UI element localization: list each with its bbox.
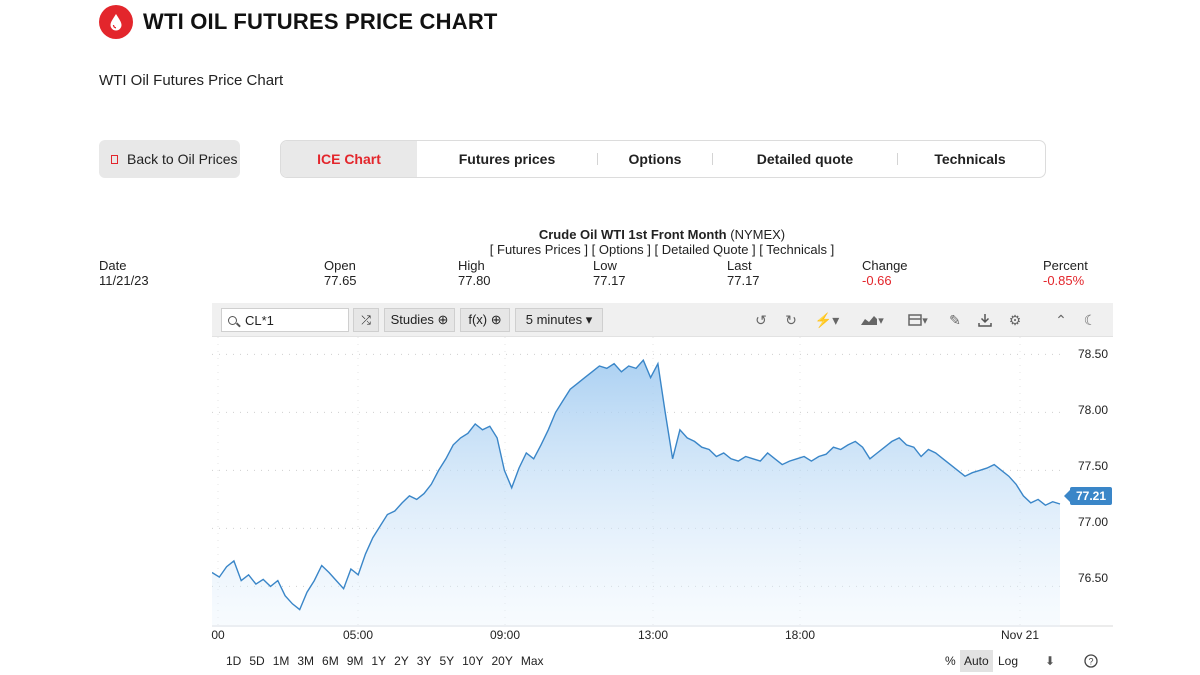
tab-divider: [897, 153, 898, 165]
compare-button[interactable]: ⤮: [353, 308, 379, 332]
compare-icon: ⤮: [361, 312, 371, 327]
back-icon: [111, 154, 118, 164]
range-6m-button[interactable]: 6M: [322, 654, 339, 668]
tab-detailed-quote[interactable]: Detailed quote: [756, 151, 854, 167]
page-header: WTI OIL FUTURES PRICE CHART: [99, 5, 498, 39]
gear-icon[interactable]: ⚙: [1008, 311, 1022, 328]
range-1d-button[interactable]: 1D: [226, 654, 242, 668]
stat-high: High 77.80: [458, 258, 491, 288]
tab-divider: [597, 153, 598, 165]
symbol-search-input[interactable]: CL*1: [221, 308, 349, 332]
stat-last: Last 77.17: [727, 258, 760, 288]
stat-label: Percent: [1043, 258, 1088, 273]
range-10y-button[interactable]: 10Y: [462, 654, 484, 668]
price-series-line: [212, 358, 1061, 611]
chart-type-icon[interactable]: ▾: [856, 311, 888, 329]
dark-mode-icon[interactable]: ☾: [1083, 311, 1097, 328]
range-5d-button[interactable]: 5D: [249, 654, 265, 668]
percent-scale-button[interactable]: %: [945, 654, 956, 668]
price-area-fill: [212, 360, 1060, 627]
range-9m-button[interactable]: 9M: [346, 654, 364, 668]
range-max-button[interactable]: Max: [520, 654, 544, 668]
stat-value: 77.17: [727, 273, 760, 288]
y-tick-label: 78.00: [1078, 403, 1109, 417]
stat-value: -0.66: [862, 273, 892, 288]
expand-icon[interactable]: ⬇: [1045, 654, 1056, 668]
back-button-label: Back to Oil Prices: [127, 151, 238, 167]
log-scale-button[interactable]: Log: [998, 654, 1019, 668]
search-icon: [228, 315, 237, 325]
tab-futures-prices[interactable]: Futures prices: [458, 151, 556, 167]
range-3m-button[interactable]: 3M: [297, 654, 315, 668]
y-tick-label: 76.50: [1078, 571, 1109, 585]
stat-value: 77.17: [593, 273, 626, 288]
quote-exchange: (NYMEX): [730, 227, 786, 242]
stat-label: Open: [324, 258, 356, 273]
stat-value: 77.65: [324, 273, 357, 288]
page-title: WTI OIL FUTURES PRICE CHART: [143, 9, 498, 34]
redo-icon[interactable]: ↻: [785, 311, 797, 328]
pencil-icon[interactable]: ✎: [949, 311, 961, 328]
chart-toolbar: CL*1 ⤮ Studies ⊕ f(x) ⊕ 5 minutes ▾ ↺ ↻ …: [212, 303, 1113, 337]
layout-icon[interactable]: ▾: [902, 311, 934, 329]
auto-scale-button[interactable]: Auto: [960, 650, 993, 672]
price-chart: CL*1 ⤮ Studies ⊕ f(x) ⊕ 5 minutes ▾ ↺ ↻ …: [211, 303, 1113, 675]
quote-links[interactable]: [ Futures Prices ] [ Options ] [ Detaile…: [489, 242, 835, 257]
oil-drop-logo-icon: [99, 5, 133, 39]
download-icon[interactable]: [976, 311, 994, 329]
y-tick-label: 78.50: [1078, 347, 1109, 361]
x-tick-label: 00: [211, 628, 225, 642]
stat-change: Change -0.66: [862, 258, 908, 288]
stat-value: 11/21/23: [99, 273, 149, 288]
last-price-badge: 77.21: [1064, 487, 1112, 505]
draw-tools-icon[interactable]: ⚡▾: [814, 311, 840, 328]
tab-technicals[interactable]: Technicals: [934, 151, 1006, 167]
range-20y-button[interactable]: 20Y: [491, 654, 513, 668]
x-tick-label: Nov 21: [1000, 628, 1040, 642]
range-5y-button[interactable]: 5Y: [439, 654, 455, 668]
range-3y-button[interactable]: 3Y: [416, 654, 432, 668]
tab-divider: [712, 153, 713, 165]
tab-options[interactable]: Options: [628, 151, 682, 167]
stat-value: 77.80: [458, 273, 491, 288]
quote-title: Crude Oil WTI 1st Front Month (NYMEX): [0, 227, 1200, 242]
tab-ice-chart[interactable]: ICE Chart: [281, 141, 417, 177]
range-selector: 1D 5D 1M 3M 6M 9M 1Y 2Y 3Y 5Y 10Y 20Y Ma…: [226, 654, 552, 668]
stat-label: Last: [727, 258, 752, 273]
undo-icon[interactable]: ↺: [755, 311, 767, 328]
stat-label: Date: [99, 258, 127, 273]
stat-low: Low 77.17: [593, 258, 626, 288]
help-icon[interactable]: ?: [1084, 650, 1098, 672]
y-tick-label: 77.00: [1078, 515, 1109, 529]
range-2y-button[interactable]: 2Y: [394, 654, 409, 668]
stat-open: Open 77.65: [324, 258, 357, 288]
interval-select[interactable]: 5 minutes ▾: [515, 308, 603, 332]
svg-text:?: ?: [1088, 657, 1093, 667]
stat-label: Low: [593, 258, 617, 273]
y-tick-label: 77.50: [1078, 459, 1109, 473]
studies-button[interactable]: Studies ⊕: [384, 308, 455, 332]
price-plot-area[interactable]: [212, 337, 1113, 627]
range-1m-button[interactable]: 1M: [272, 654, 290, 668]
x-tick-label: 09:00: [489, 628, 521, 642]
chart-tabs: ICE Chart Futures prices Options Detaile…: [280, 140, 1046, 178]
x-tick-label: 18:00: [784, 628, 816, 642]
stat-label: Change: [862, 258, 908, 273]
page-subtitle: WTI Oil Futures Price Chart: [99, 72, 284, 89]
back-to-oil-prices-button[interactable]: Back to Oil Prices: [99, 140, 240, 178]
range-1y-button[interactable]: 1Y: [371, 654, 387, 668]
collapse-icon[interactable]: ⌃: [1055, 311, 1067, 328]
stat-value: -0.85%: [1043, 273, 1085, 288]
quote-instrument-name: Crude Oil WTI 1st Front Month: [538, 227, 727, 242]
x-tick-label: 05:00: [342, 628, 374, 642]
functions-button[interactable]: f(x) ⊕: [460, 308, 510, 332]
stat-date: Date 11/21/23: [99, 258, 149, 288]
symbol-value: CL*1: [245, 312, 274, 328]
x-tick-label: 13:00: [637, 628, 669, 642]
stat-label: High: [458, 258, 485, 273]
stat-percent: Percent -0.85%: [1043, 258, 1088, 288]
